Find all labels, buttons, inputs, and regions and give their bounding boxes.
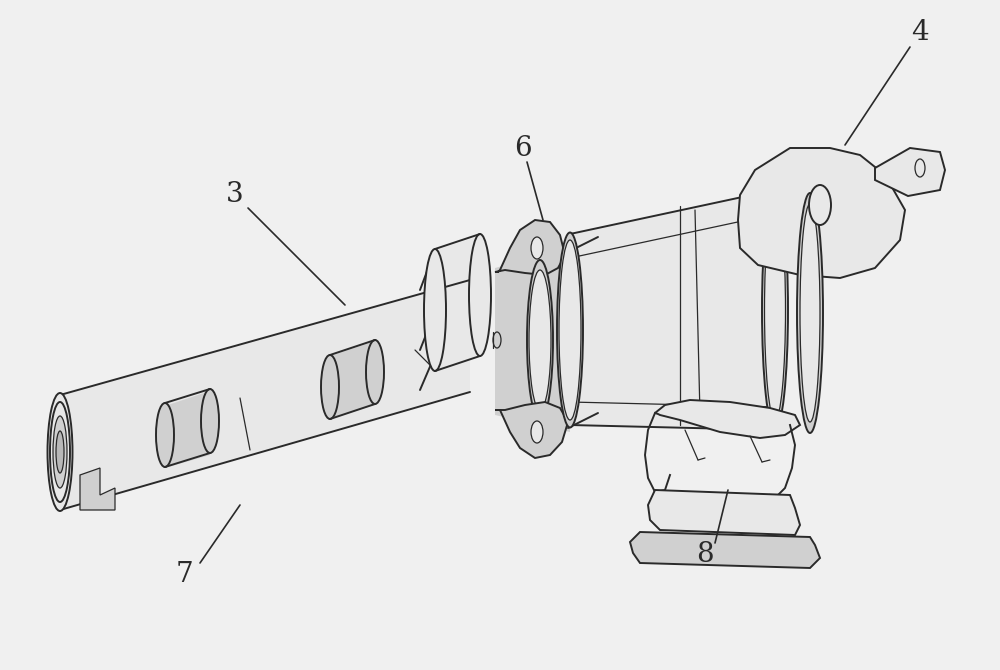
Ellipse shape bbox=[201, 389, 219, 453]
Ellipse shape bbox=[765, 200, 786, 420]
Polygon shape bbox=[875, 148, 945, 196]
Polygon shape bbox=[655, 400, 800, 438]
Ellipse shape bbox=[56, 431, 64, 473]
Ellipse shape bbox=[366, 340, 384, 404]
Ellipse shape bbox=[559, 240, 581, 420]
Ellipse shape bbox=[531, 421, 543, 443]
Polygon shape bbox=[570, 190, 775, 430]
Ellipse shape bbox=[493, 332, 501, 348]
Ellipse shape bbox=[469, 234, 491, 356]
Text: 7: 7 bbox=[176, 561, 194, 588]
Polygon shape bbox=[165, 391, 210, 468]
Text: 4: 4 bbox=[911, 19, 929, 46]
Ellipse shape bbox=[762, 190, 788, 430]
Ellipse shape bbox=[915, 159, 925, 177]
Polygon shape bbox=[495, 402, 568, 458]
Polygon shape bbox=[60, 280, 470, 510]
Ellipse shape bbox=[557, 232, 583, 427]
Ellipse shape bbox=[424, 249, 446, 371]
Polygon shape bbox=[495, 220, 565, 275]
Text: 3: 3 bbox=[226, 182, 244, 208]
Ellipse shape bbox=[529, 270, 551, 410]
Ellipse shape bbox=[53, 416, 67, 488]
Polygon shape bbox=[435, 236, 480, 370]
Text: 6: 6 bbox=[514, 135, 532, 161]
Ellipse shape bbox=[48, 393, 72, 511]
Ellipse shape bbox=[156, 403, 174, 467]
Ellipse shape bbox=[800, 204, 820, 422]
Text: 8: 8 bbox=[696, 541, 714, 569]
Polygon shape bbox=[630, 532, 820, 568]
Ellipse shape bbox=[531, 237, 543, 259]
Polygon shape bbox=[330, 341, 375, 418]
Ellipse shape bbox=[809, 185, 831, 225]
Polygon shape bbox=[495, 248, 570, 432]
Ellipse shape bbox=[797, 193, 823, 433]
Polygon shape bbox=[738, 148, 905, 278]
Ellipse shape bbox=[527, 260, 553, 420]
Polygon shape bbox=[80, 468, 115, 510]
Ellipse shape bbox=[50, 402, 70, 502]
Ellipse shape bbox=[321, 355, 339, 419]
Polygon shape bbox=[648, 490, 800, 535]
